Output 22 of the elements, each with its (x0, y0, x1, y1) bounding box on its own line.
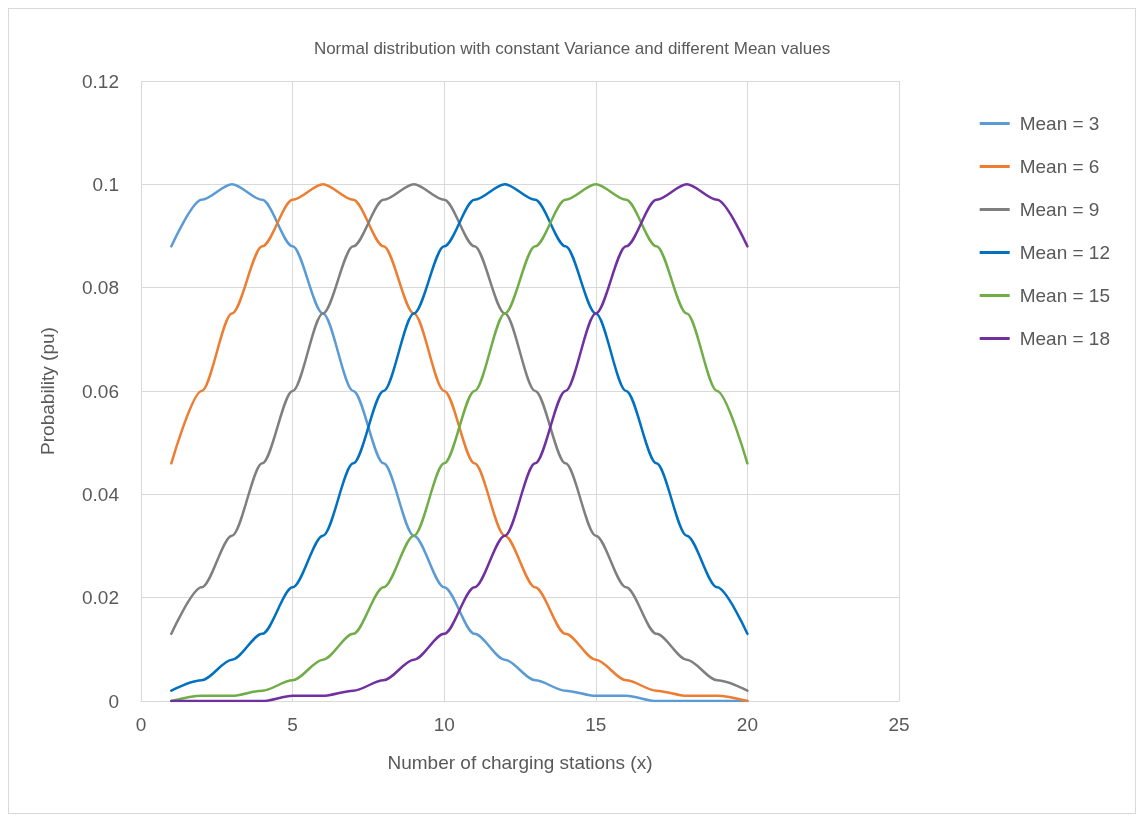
legend-label: Mean = 6 (1019, 156, 1100, 177)
y-tick-label: 0.12 (82, 70, 119, 92)
x-tick-label: 20 (736, 714, 758, 735)
x-tick-label: 25 (888, 714, 910, 735)
y-tick-label: 0 (108, 690, 119, 712)
legend-label: Mean = 12 (1019, 242, 1111, 263)
legend-label: Mean = 18 (1019, 328, 1111, 349)
chart-title: Normal distribution with constant Variance and different Mean values (313, 39, 831, 58)
y-tick-label: 0.02 (82, 587, 119, 609)
legend-label: Mean = 9 (1019, 199, 1100, 220)
y-tick-label: 0.1 (92, 173, 119, 195)
legend-label: Mean = 15 (1019, 285, 1111, 306)
x-tick-label: 0 (135, 714, 147, 735)
x-tick-label: 5 (287, 714, 298, 735)
x-axis-title: Number of charging stations (x) (387, 752, 653, 773)
y-tick-label: 0.04 (82, 483, 120, 505)
y-axis-title: Probability (pu) (37, 327, 58, 455)
y-tick-label: 0.08 (82, 277, 119, 299)
y-tick-label: 0.06 (82, 380, 119, 402)
x-tick-label: 10 (433, 714, 455, 735)
x-tick-label: 15 (585, 714, 607, 735)
legend-label: Mean = 3 (1019, 113, 1100, 134)
